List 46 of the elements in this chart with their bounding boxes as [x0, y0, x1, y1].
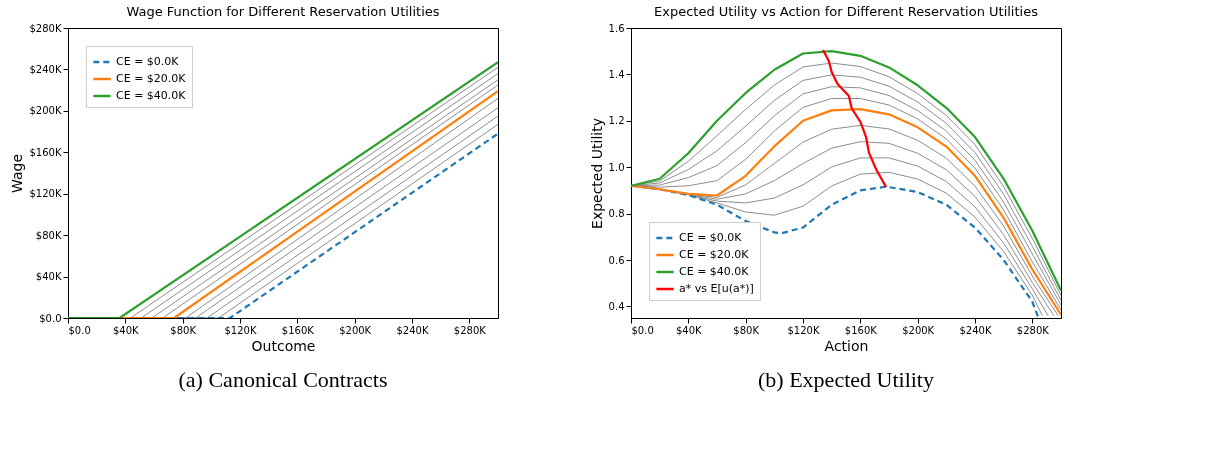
x-tick-label: $120K [224, 324, 257, 336]
x-tick-label: $120K [787, 324, 820, 336]
y-tick-label: $200K [29, 105, 62, 117]
y-tick-label: 1.0 [608, 161, 625, 173]
x-tick-label: $280K [453, 324, 487, 336]
text: (b) Expected Utility [758, 367, 934, 392]
x-tick-label: $160K [281, 324, 315, 336]
legend-label: CE = $40.0K [679, 265, 750, 278]
y-tick-label: 0.6 [608, 254, 625, 266]
y-tick-label: 0.8 [608, 208, 625, 220]
x-tick-label: $160K [844, 324, 878, 336]
x-tick-label: $200K [339, 324, 372, 336]
chart-title: Expected Utility vs Action for Different Reservation Utilities [654, 4, 1039, 19]
legend-label: CE = $40.0K [116, 89, 187, 102]
y-tick-label: $120K [29, 188, 62, 200]
chart-title: Wage Function for Different Reservation Utilities [126, 4, 440, 19]
y-tick-label: $240K [29, 63, 62, 75]
x-tick-label: $0.0 [631, 324, 654, 336]
y-tick-label: $160K [29, 146, 62, 158]
x-axis-title: Action [824, 337, 869, 354]
legend-label: CE = $20.0K [679, 248, 750, 261]
x-tick-label: $40K [113, 324, 140, 336]
text: (a) Canonical Contracts [178, 367, 388, 392]
x-tick-label: $240K [396, 324, 429, 336]
legend-label: a* vs E[u(a*)] [679, 282, 754, 295]
y-tick-label: $80K [35, 229, 62, 241]
x-tick-label: $0.0 [68, 324, 91, 336]
x-tick-label: $200K [902, 324, 935, 336]
x-tick-label: $40K [676, 324, 703, 336]
y-tick-label: $40K [35, 271, 62, 283]
x-tick-label: $280K [1016, 324, 1050, 336]
y-tick-label: 0.4 [608, 300, 625, 312]
x-tick-label: $80K [733, 324, 760, 336]
y-tick-label: 1.6 [608, 22, 625, 34]
y-tick-label: 1.2 [608, 115, 625, 127]
y-tick-label: 1.4 [608, 68, 625, 80]
x-tick-label: $240K [959, 324, 992, 336]
y-axis-title: Wage [9, 153, 26, 194]
legend-label: CE = $0.0K [679, 231, 743, 244]
legend-label: CE = $0.0K [116, 55, 180, 68]
x-axis-title: Outcome [251, 337, 316, 354]
x-tick-label: $80K [170, 324, 197, 336]
y-axis-title: Expected Utility [588, 118, 605, 229]
y-tick-label: $280K [29, 22, 62, 34]
legend-label: CE = $20.0K [116, 72, 187, 85]
y-tick-label: $0.0 [39, 312, 62, 324]
